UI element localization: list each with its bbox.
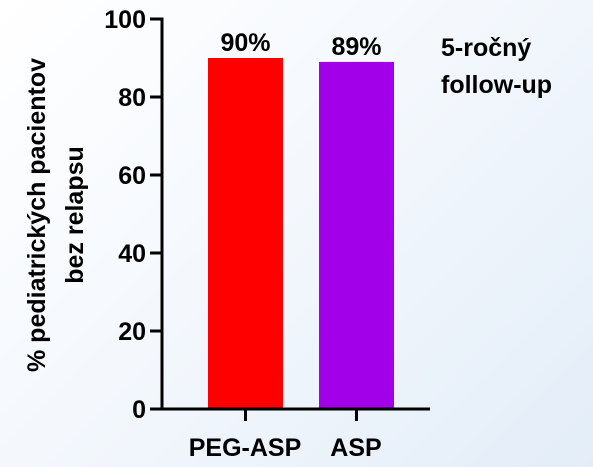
y-tick-label-60: 60	[118, 162, 146, 190]
y-axis-label-line2: bez relapsu	[61, 146, 89, 284]
y-tick-label-0: 0	[132, 396, 146, 424]
annotation-line1: 5-ročný	[441, 34, 531, 62]
bar-peg-asp	[208, 58, 283, 409]
y-axis: 0 20 40 60 80 100	[104, 6, 164, 424]
x-tick-label-asp: ASP	[330, 434, 381, 462]
y-tick-label-100: 100	[104, 6, 146, 34]
y-tick-label-40: 40	[118, 240, 146, 268]
y-tick-label-20: 20	[118, 318, 146, 346]
data-label-asp: 89%	[331, 33, 381, 61]
data-label-peg-asp: 90%	[220, 29, 270, 57]
y-axis-label-line1: % pediatrických pacientov	[23, 58, 51, 372]
annotation-line2: follow-up	[441, 71, 552, 99]
bars: 90% 89%	[208, 29, 394, 410]
bar-asp	[319, 61, 394, 410]
x-tick-label-peg-asp: PEG-ASP	[189, 434, 302, 462]
y-axis-label: % pediatrických pacientov bez relapsu	[23, 58, 89, 372]
y-tick-label-80: 80	[118, 84, 146, 112]
x-axis: PEG-ASP ASP	[160, 407, 430, 462]
